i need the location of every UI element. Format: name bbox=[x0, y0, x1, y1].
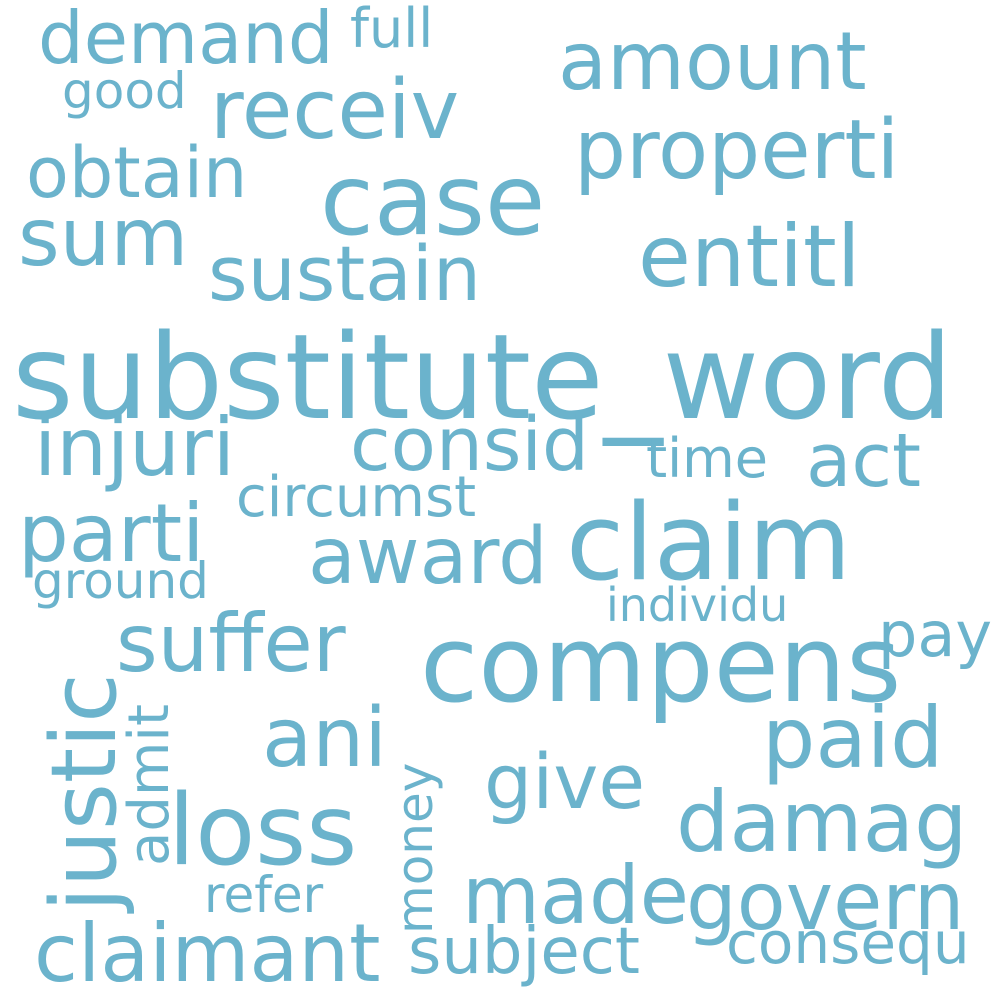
word-ground: ground bbox=[32, 552, 209, 610]
word-injuri: injuri bbox=[34, 401, 235, 494]
word-substitute-word: substitute_word bbox=[12, 308, 953, 446]
word-properti: properti bbox=[574, 103, 900, 198]
word-paid: paid bbox=[762, 689, 944, 787]
word-sustain: sustain bbox=[208, 229, 482, 318]
word-receiv: receiv bbox=[210, 63, 460, 158]
word-claim: claim bbox=[566, 481, 852, 604]
word-made: made bbox=[462, 849, 689, 942]
word-compens: compens bbox=[420, 603, 902, 726]
word-individu: individu bbox=[606, 578, 789, 632]
word-time: time bbox=[646, 427, 769, 490]
word-give: give bbox=[484, 737, 646, 826]
word-consid: consid bbox=[350, 402, 589, 488]
word-parti: parti bbox=[18, 487, 205, 580]
word-ani: ani bbox=[262, 691, 388, 786]
word-claimant: claimant bbox=[34, 907, 381, 1000]
word-consequ: consequ bbox=[726, 909, 970, 977]
word-money: money bbox=[386, 762, 444, 934]
word-pay: pay bbox=[878, 598, 993, 671]
word-loss: loss bbox=[168, 774, 358, 888]
word-demand: demand bbox=[38, 0, 334, 80]
word-subject: subject bbox=[408, 915, 640, 989]
word-circumst: circumst bbox=[236, 465, 477, 530]
word-good: good bbox=[62, 62, 187, 120]
word-award: award bbox=[308, 512, 548, 602]
word-damag: damag bbox=[676, 773, 968, 871]
word-govern: govern bbox=[686, 855, 965, 948]
word-full: full bbox=[350, 0, 434, 60]
word-obtain: obtain bbox=[26, 132, 248, 214]
word-sum: sum bbox=[18, 191, 189, 284]
word-act: act bbox=[806, 418, 922, 504]
word-entitl: entitl bbox=[638, 207, 861, 307]
word-amount: amount bbox=[558, 15, 867, 108]
word-suffer: suffer bbox=[116, 597, 346, 690]
word-refer: refer bbox=[204, 866, 324, 924]
word-case: case bbox=[320, 144, 546, 258]
